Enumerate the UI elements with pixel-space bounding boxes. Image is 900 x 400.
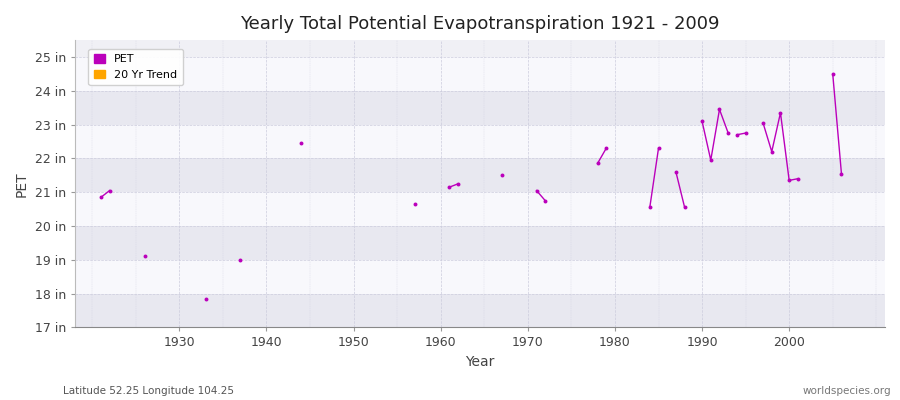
Point: [669, 169, 683, 175]
Bar: [75, 260, 885, 294]
Y-axis label: PET: PET: [15, 171, 29, 196]
Point: [756, 120, 770, 126]
Point: [773, 110, 788, 116]
Point: [825, 71, 840, 77]
Point: [451, 180, 465, 187]
Point: [408, 201, 422, 207]
Point: [695, 118, 709, 124]
Point: [765, 148, 779, 155]
Point: [643, 204, 657, 211]
Point: [442, 184, 456, 190]
Point: [590, 160, 605, 167]
Point: [652, 145, 666, 152]
Point: [721, 130, 735, 136]
Point: [529, 187, 544, 194]
Point: [538, 198, 553, 204]
Bar: [75, 294, 885, 328]
Title: Yearly Total Potential Evapotranspiration 1921 - 2009: Yearly Total Potential Evapotranspiratio…: [240, 15, 720, 33]
Point: [834, 170, 849, 177]
X-axis label: Year: Year: [465, 355, 495, 369]
Point: [599, 145, 614, 152]
Point: [233, 257, 248, 263]
Point: [103, 187, 117, 194]
Point: [782, 177, 796, 184]
Bar: [75, 158, 885, 192]
Bar: [75, 57, 885, 91]
Point: [94, 194, 108, 200]
Point: [738, 130, 752, 136]
Text: Latitude 52.25 Longitude 104.25: Latitude 52.25 Longitude 104.25: [63, 386, 234, 396]
Point: [704, 157, 718, 163]
Text: worldspecies.org: worldspecies.org: [803, 386, 891, 396]
Legend: PET, 20 Yr Trend: PET, 20 Yr Trend: [88, 48, 183, 86]
Point: [730, 132, 744, 138]
Point: [198, 296, 212, 302]
Bar: [75, 91, 885, 125]
Bar: [75, 226, 885, 260]
Bar: [75, 192, 885, 226]
Point: [294, 140, 309, 146]
Bar: [75, 125, 885, 158]
Point: [678, 204, 692, 211]
Point: [138, 253, 152, 260]
Point: [712, 106, 726, 113]
Point: [791, 176, 806, 182]
Point: [494, 172, 508, 178]
